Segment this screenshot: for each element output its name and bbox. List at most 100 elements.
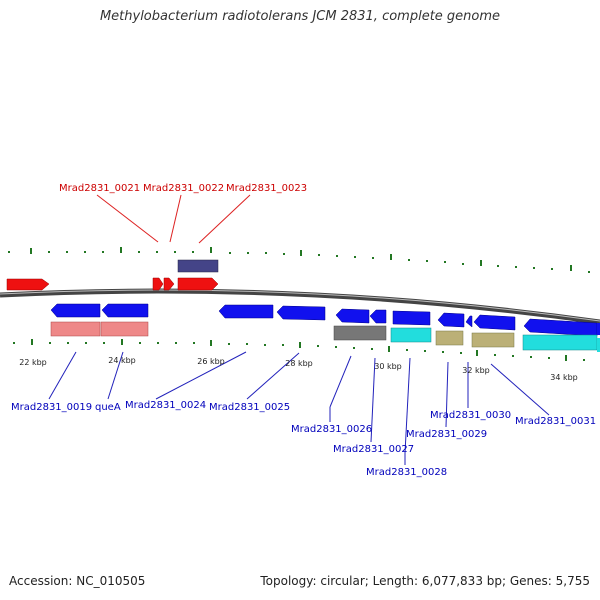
tick xyxy=(353,347,355,349)
tick xyxy=(67,342,69,344)
gene-feature xyxy=(333,325,387,341)
tick xyxy=(8,251,10,253)
tick xyxy=(570,265,572,271)
leader-line xyxy=(169,194,182,243)
tick xyxy=(102,251,104,253)
tick xyxy=(66,251,68,253)
tick xyxy=(247,252,249,254)
tick xyxy=(371,348,373,350)
tick xyxy=(300,250,302,256)
gene-feature xyxy=(50,303,101,318)
scale-label: 34 kbp xyxy=(550,373,578,382)
gene-feature xyxy=(522,334,598,351)
tick xyxy=(551,268,553,270)
tick xyxy=(299,342,301,348)
tick xyxy=(138,251,140,253)
tick xyxy=(48,251,50,253)
tick xyxy=(85,342,87,344)
tick xyxy=(583,359,585,361)
leader-line xyxy=(370,357,376,443)
reverse-genes xyxy=(50,303,600,352)
tick xyxy=(246,343,248,345)
gene-feature xyxy=(218,304,274,319)
tick xyxy=(388,346,390,352)
tick xyxy=(31,339,33,345)
gene-feature xyxy=(471,332,515,348)
tick xyxy=(426,260,428,262)
tick xyxy=(13,342,15,344)
top-gene-labels: Mrad2831_0021 Mrad2831_0022 Mrad2831_002… xyxy=(59,183,307,194)
gene-feature xyxy=(163,277,175,291)
gene-feature xyxy=(523,318,598,337)
tick xyxy=(462,263,464,265)
tick xyxy=(442,351,444,353)
tick xyxy=(103,342,105,344)
tick xyxy=(317,345,319,347)
leader-line xyxy=(96,194,159,243)
gene-label: Mrad2831_0024 xyxy=(125,400,206,411)
leader-line xyxy=(404,357,411,454)
leader-line xyxy=(198,194,251,244)
tick xyxy=(282,344,284,346)
tick xyxy=(548,357,550,359)
scale-ticks-outer xyxy=(8,247,590,273)
gene-feature xyxy=(392,310,431,326)
gene-feature xyxy=(335,308,370,324)
tick xyxy=(460,352,462,354)
gene-label: Mrad2831_0025 xyxy=(209,402,290,413)
tick xyxy=(120,247,122,253)
tick xyxy=(424,350,426,352)
tick xyxy=(228,343,230,345)
tick xyxy=(49,342,51,344)
gene-feature xyxy=(177,277,219,291)
forward-genes xyxy=(6,259,219,291)
gene-label: Mrad2831_0019 xyxy=(11,402,92,413)
tick xyxy=(30,248,32,254)
tick xyxy=(210,247,212,253)
gene-label: Mrad2831_0023 xyxy=(226,183,307,194)
gene-feature xyxy=(390,327,432,343)
tick xyxy=(354,256,356,258)
gene-label: Mrad2831_0028 xyxy=(366,467,447,478)
tick xyxy=(210,340,212,346)
gene-label: Mrad2831_0031 xyxy=(515,416,596,427)
tick xyxy=(139,342,141,344)
leader-line xyxy=(155,351,247,400)
tick xyxy=(444,261,446,263)
leader-line xyxy=(329,355,352,408)
gene-label: Mrad2831_0030 xyxy=(430,410,511,421)
scale-labels: 22 kbp 24 kbp 26 kbp 28 kbp 30 kbp 32 kb… xyxy=(19,356,578,382)
tick xyxy=(408,259,410,261)
scale-label: 26 kbp xyxy=(197,357,225,366)
gene-feature xyxy=(435,330,464,346)
tick xyxy=(193,342,195,344)
leader-line xyxy=(107,351,124,400)
tick xyxy=(512,355,514,357)
tick xyxy=(157,342,159,344)
tick xyxy=(229,252,231,254)
tick xyxy=(175,342,177,344)
tick xyxy=(192,251,194,253)
gene-feature xyxy=(597,323,600,335)
genome-backbone xyxy=(0,288,600,325)
scale-label: 22 kbp xyxy=(19,358,47,367)
gene-feature xyxy=(473,314,516,331)
genome-backbone-highlight xyxy=(0,289,600,322)
gene-feature xyxy=(465,315,473,328)
tick xyxy=(406,349,408,351)
scale-label: 32 kbp xyxy=(462,366,490,375)
tick xyxy=(515,266,517,268)
tick xyxy=(390,254,392,260)
scale-label: 28 kbp xyxy=(285,359,313,368)
tick xyxy=(156,251,158,253)
gene-feature xyxy=(597,338,600,352)
gene-feature xyxy=(177,259,219,273)
tick xyxy=(264,344,266,346)
tick xyxy=(121,339,123,345)
tick xyxy=(265,252,267,254)
tick xyxy=(494,354,496,356)
tick xyxy=(283,253,285,255)
gene-label: Mrad2831_0022 xyxy=(143,183,224,194)
gene-feature xyxy=(437,312,465,328)
